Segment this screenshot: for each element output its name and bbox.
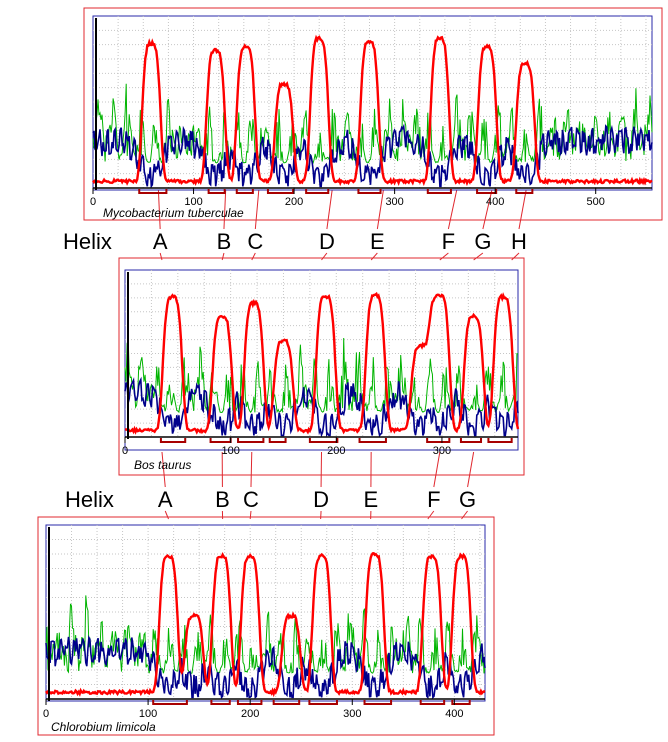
helix-connector-bottom (427, 510, 435, 520)
helix-label: E (364, 487, 379, 512)
x-tick-label: 200 (285, 196, 303, 208)
helix-label: F (427, 487, 440, 512)
helix-connector-bottom (370, 252, 378, 261)
x-tick-label: 200 (327, 445, 345, 457)
helix-label: C (243, 487, 259, 512)
helix-bar (358, 438, 387, 443)
helix-connector-top (250, 451, 253, 488)
species-title: Chlorobium limicola (51, 720, 156, 734)
helix-bar (236, 700, 263, 705)
helix-connector-top (326, 188, 333, 230)
helix-connector-top (161, 451, 166, 488)
helix-label: G (474, 229, 491, 254)
helix-bar (426, 438, 451, 443)
helix-connector-bottom (159, 252, 163, 261)
chart-panel: 0 100 200 300 400 500 Mycobacterium tuberculae (90, 15, 653, 220)
helix-bar (476, 189, 498, 194)
helix-connector-bottom (321, 252, 328, 261)
helix-connector-top (447, 188, 458, 230)
x-tick-label: 0 (122, 445, 128, 457)
helix-row-title: Helix (63, 229, 112, 254)
x-tick-label: 200 (241, 708, 259, 720)
helix-label: C (247, 229, 263, 254)
helix-bar (207, 189, 226, 194)
helix-connector-bottom (511, 252, 520, 261)
helix-bar (363, 700, 393, 705)
helix-label: F (442, 229, 455, 254)
helix-bar (426, 189, 452, 194)
chart-panel: 0 100 200 300 400 Chlorobium limicola (43, 524, 486, 734)
helix-bar (308, 700, 338, 705)
helix-connector-top (433, 451, 441, 488)
series-red (92, 34, 653, 187)
helix-connector-lines (157, 188, 527, 520)
helix-connector-top (467, 451, 475, 488)
helix-connector-bottom (439, 252, 449, 261)
helix-connector-bottom (164, 510, 169, 520)
helix-connector-top (518, 188, 527, 230)
x-tick-label: 100 (184, 196, 202, 208)
helix-bar (266, 189, 295, 194)
x-tick-label: 300 (343, 708, 361, 720)
helix-connector-top (482, 188, 493, 230)
helix-connector-bottom (249, 510, 252, 520)
helix-bar (419, 700, 446, 705)
helix-label: A (153, 229, 168, 254)
x-tick-label: 0 (90, 196, 96, 208)
helix-connector-bottom (221, 252, 225, 261)
helix-connector-top (223, 188, 227, 230)
series-green (92, 83, 653, 165)
helix-bar (308, 438, 339, 443)
series-red (45, 551, 486, 698)
x-tick-label: 100 (139, 708, 157, 720)
helix-connector-bottom (473, 252, 484, 261)
helix-bar (235, 189, 254, 194)
helix-row-title: Helix (65, 487, 114, 512)
helix-label: G (459, 487, 476, 512)
helix-bar (451, 700, 471, 705)
x-tick-label: 400 (486, 196, 504, 208)
x-tick-label: 300 (385, 196, 403, 208)
helix-label: D (319, 229, 335, 254)
x-tick-label: 300 (433, 445, 451, 457)
helix-bar (459, 438, 483, 443)
helix-label: A (158, 487, 173, 512)
series-blue (45, 634, 486, 700)
helix-label: E (370, 229, 385, 254)
helix-label: B (215, 487, 230, 512)
chart-panels: 0 100 200 300 400 500 Mycobacterium tuberculae… (43, 15, 653, 734)
helix-bar (159, 438, 187, 443)
helix-connector-bottom (461, 510, 468, 520)
helix-bar (515, 189, 534, 194)
series-red (124, 291, 520, 435)
helix-bar (138, 189, 168, 194)
helix-connector-top (376, 188, 385, 230)
helix-connector-top (254, 188, 260, 230)
x-tick-label: 400 (445, 708, 463, 720)
chart-panel: 0 100 200 300 Bos taurus (122, 269, 520, 472)
helix-bar (305, 189, 330, 194)
helix-connector-bottom (251, 252, 256, 261)
series-blue (92, 123, 653, 189)
helix-bar (272, 700, 301, 705)
helix-label: B (217, 229, 232, 254)
helix-bar (487, 438, 513, 443)
helix-label: D (313, 487, 329, 512)
x-tick-label: 100 (221, 445, 239, 457)
helix-bar (268, 438, 287, 443)
helix-bar (237, 438, 265, 443)
species-title: Bos taurus (134, 458, 191, 472)
species-title: Mycobacterium tuberculae (103, 206, 244, 220)
helix-bar (357, 189, 382, 194)
helix-bar (210, 700, 231, 705)
helix-bar (152, 700, 188, 705)
x-tick-label: 500 (587, 196, 605, 208)
helix-label: H (511, 229, 527, 254)
x-tick-label: 0 (43, 708, 49, 720)
helix-connector-top (157, 188, 161, 230)
